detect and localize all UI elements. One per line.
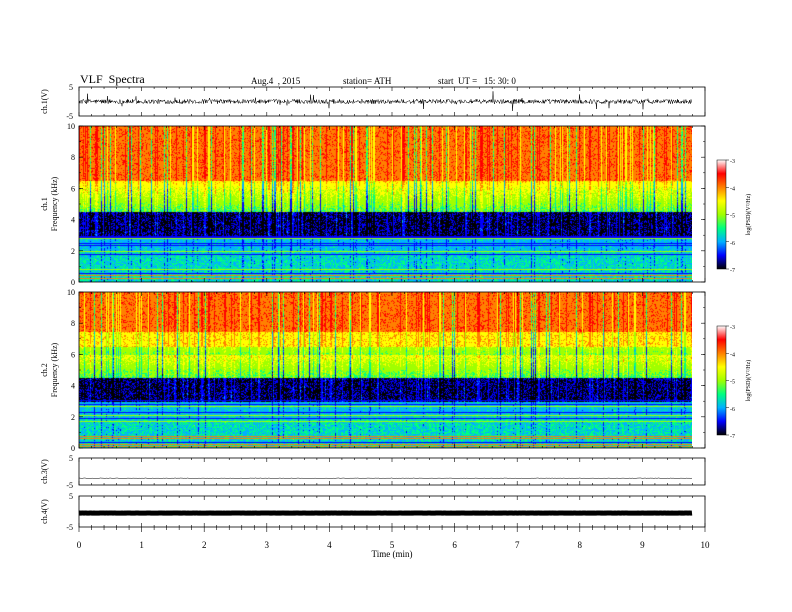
ch4-waveform-ylabel: ch.4(V) (40, 499, 49, 524)
ch1-spectrogram-ytick-label: 10 (67, 122, 75, 131)
ch1-waveform-ytick-label: -5 (66, 112, 73, 121)
ch1-spectrogram-ytick-label: 8 (71, 153, 75, 162)
ch2-colorbar-tick-label: -7 (730, 434, 735, 440)
ch2-colorbar-tick-label: -3 (730, 325, 735, 331)
x-axis-tick-label: 10 (701, 540, 711, 550)
ch2-spectrogram-ytick-label: 2 (71, 413, 75, 422)
station-label: station= ATH (343, 76, 392, 86)
ch1-colorbar-tick-label: -7 (730, 268, 735, 274)
ch2-colorbar-tick-label: -5 (730, 380, 735, 386)
ch2-spectrogram-ytick-label: 0 (71, 444, 75, 453)
x-axis-label: Time (min) (372, 549, 413, 559)
ch2-spectrogram-image (79, 292, 692, 448)
ch1-colorbar-label: log(PSD)(V²/Hz) (745, 194, 752, 235)
ch3-waveform-ytick-label: 5 (69, 454, 73, 463)
x-axis-tick-label: 4 (327, 540, 332, 550)
ch1-spectrogram-ylabel: Frequency (kHz) (50, 176, 59, 231)
ch2-colorbar-tick-label: -4 (730, 352, 735, 358)
x-axis-tick-label: 6 (452, 540, 457, 550)
ch1-waveform-ylabel: ch.1(V) (40, 89, 49, 114)
start-time-label: start UT = 15: 30: 0 (438, 76, 516, 86)
ch3-waveform-trace (78, 477, 693, 479)
ch2-spectrogram-ylabel: Frequency (kHz) (50, 342, 59, 397)
ch4-waveform-ytick-label: -5 (66, 523, 73, 532)
ch1-colorbar-tick-label: -5 (730, 214, 735, 220)
ch3-waveform-frame (78, 457, 706, 486)
x-axis-tick-label: 3 (265, 540, 270, 550)
x-axis-tick-label: 9 (640, 540, 645, 550)
ch1-colorbar-tick-label: -6 (730, 241, 735, 247)
ch2-colorbar (716, 325, 727, 436)
ch1-spectrogram-ytick-label: 2 (71, 247, 75, 256)
ch2-spectrogram-ytick-label: 10 (67, 288, 75, 297)
ch4-waveform-ytick-label: 5 (69, 492, 73, 501)
date-label: Aug.4 , 2015 (251, 76, 301, 86)
ch1-spectrogram-ytick-label: 0 (71, 278, 75, 287)
x-axis-tick-label: 5 (390, 540, 395, 550)
ch2-colorbar-tick-label: -6 (730, 407, 735, 413)
ch1-spectrogram-ytick-label: 4 (71, 216, 75, 225)
ch2-spectrogram-ytick-label: 4 (71, 382, 75, 391)
ch1-spectrogram-ytick-label: 6 (71, 184, 75, 193)
ch3-waveform-ylabel: ch.3(V) (40, 459, 49, 484)
ch2-spectrogram-ytick-label: 6 (71, 350, 75, 359)
x-axis-tick-label: 2 (202, 540, 207, 550)
ch1-waveform-ytick-label: 5 (69, 83, 73, 92)
ch1-colorbar-tick-label: -4 (730, 186, 735, 192)
x-axis-tick-label: 1 (139, 540, 144, 550)
x-axis-tick-label: 8 (578, 540, 583, 550)
ch1-spectrogram-image (79, 126, 692, 282)
ch1-colorbar-tick-label: -3 (730, 159, 735, 165)
x-axis-tick-label: 0 (77, 540, 82, 550)
ch2-spectrogram-ylabel: ch.2 (40, 363, 49, 377)
ch1-spectrogram-ylabel: ch.1 (40, 197, 49, 211)
ch2-spectrogram-ytick-label: 8 (71, 319, 75, 328)
x-axis-tick-label: 7 (515, 540, 520, 550)
ch1-colorbar (716, 159, 727, 270)
ch1-waveform-trace (78, 91, 693, 111)
ch2-colorbar-label: log(PSD)(V²/Hz) (745, 360, 752, 401)
figure-title: VLF Spectra (80, 72, 145, 86)
ch3-waveform-ytick-label: -5 (66, 481, 73, 490)
